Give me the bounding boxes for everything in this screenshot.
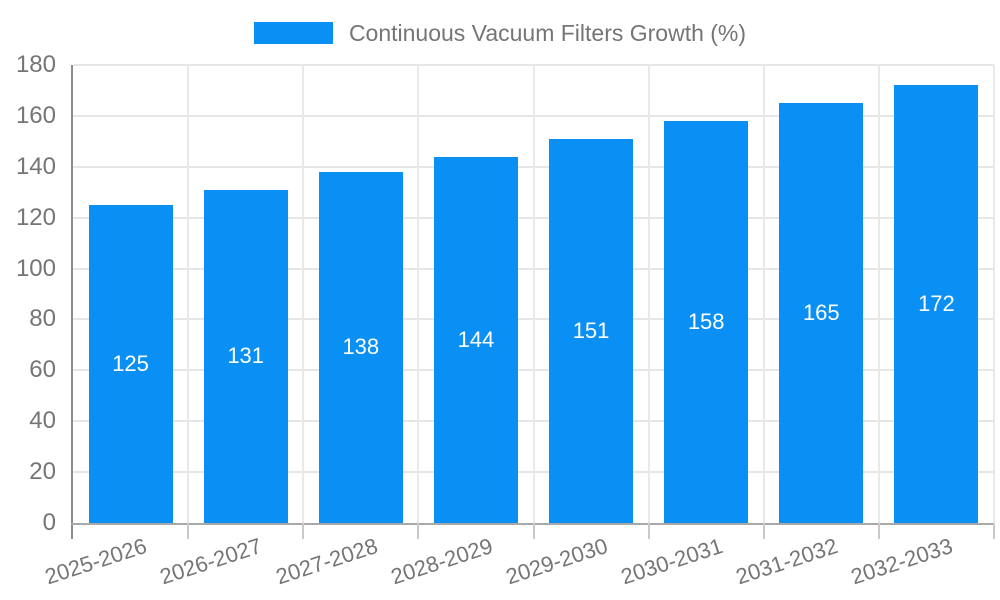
x-tick-mark [993, 523, 995, 539]
bar-value-label: 158 [687, 308, 725, 334]
chart-legend[interactable]: Continuous Vacuum Filters Growth (%) [0, 20, 1000, 46]
bar-2030-2031: 158 [664, 120, 749, 523]
v-gridline [647, 65, 650, 523]
y-tick-label: 140 [15, 152, 56, 180]
x-tick-mark [187, 523, 190, 539]
bar-2032-2033: 172 [894, 85, 979, 523]
bar-value-label: 131 [227, 343, 265, 369]
x-tick-mark [877, 523, 880, 539]
x-tick-label: 2029-2030 [502, 533, 611, 590]
v-gridline [417, 65, 420, 523]
y-tick-label: 80 [29, 305, 56, 333]
bar-value-label: 151 [572, 317, 610, 343]
x-tick-label: 2032-2033 [848, 533, 956, 590]
y-tick-label: 0 [42, 509, 56, 536]
legend-label: Continuous Vacuum Filters Growth (%) [348, 19, 747, 46]
legend-swatch [253, 22, 333, 44]
x-tick-label: 2028-2029 [387, 533, 496, 590]
v-gridline [993, 65, 995, 523]
v-gridline [532, 65, 535, 523]
x-tick-label: 2027-2028 [272, 533, 381, 590]
y-tick-label: 60 [29, 356, 56, 384]
y-tick-label: 180 [15, 51, 56, 78]
x-tick-label: 2030-2031 [617, 533, 726, 590]
y-axis-line [71, 65, 73, 539]
bar-2026-2027: 131 [203, 189, 288, 523]
bar-2031-2032: 165 [779, 103, 864, 523]
x-tick-mark [417, 523, 420, 539]
bar-value-label: 165 [802, 300, 840, 326]
x-tick-label: 2026-2027 [157, 533, 266, 590]
bar-2028-2029: 144 [433, 156, 518, 523]
bar-value-label: 172 [918, 291, 955, 317]
x-tick-mark [762, 523, 765, 539]
bar-value-label: 144 [457, 326, 495, 352]
x-tick-label: 2025-2026 [42, 533, 150, 590]
x-tick-label: 2031-2032 [732, 533, 841, 590]
v-gridline [187, 65, 190, 523]
bar-2025-2026: 125 [88, 204, 173, 523]
y-tick-label: 160 [15, 101, 56, 129]
bar-value-label: 138 [342, 334, 380, 360]
y-tick-label: 40 [29, 407, 56, 435]
y-tick-label: 120 [15, 203, 56, 231]
v-gridline [877, 65, 880, 523]
bar-2027-2028: 138 [318, 171, 403, 523]
y-tick-label: 20 [29, 458, 56, 486]
plot-area: 125 131 138 144 151 158 165 172 [71, 64, 995, 539]
y-tick-label: 100 [15, 254, 56, 282]
bar-value-label: 125 [112, 350, 149, 376]
bar-2029-2030: 151 [549, 138, 634, 523]
x-tick-mark [647, 523, 650, 539]
v-gridline [762, 65, 765, 523]
v-gridline [302, 65, 305, 523]
x-tick-mark [532, 523, 535, 539]
x-tick-mark [302, 523, 305, 539]
